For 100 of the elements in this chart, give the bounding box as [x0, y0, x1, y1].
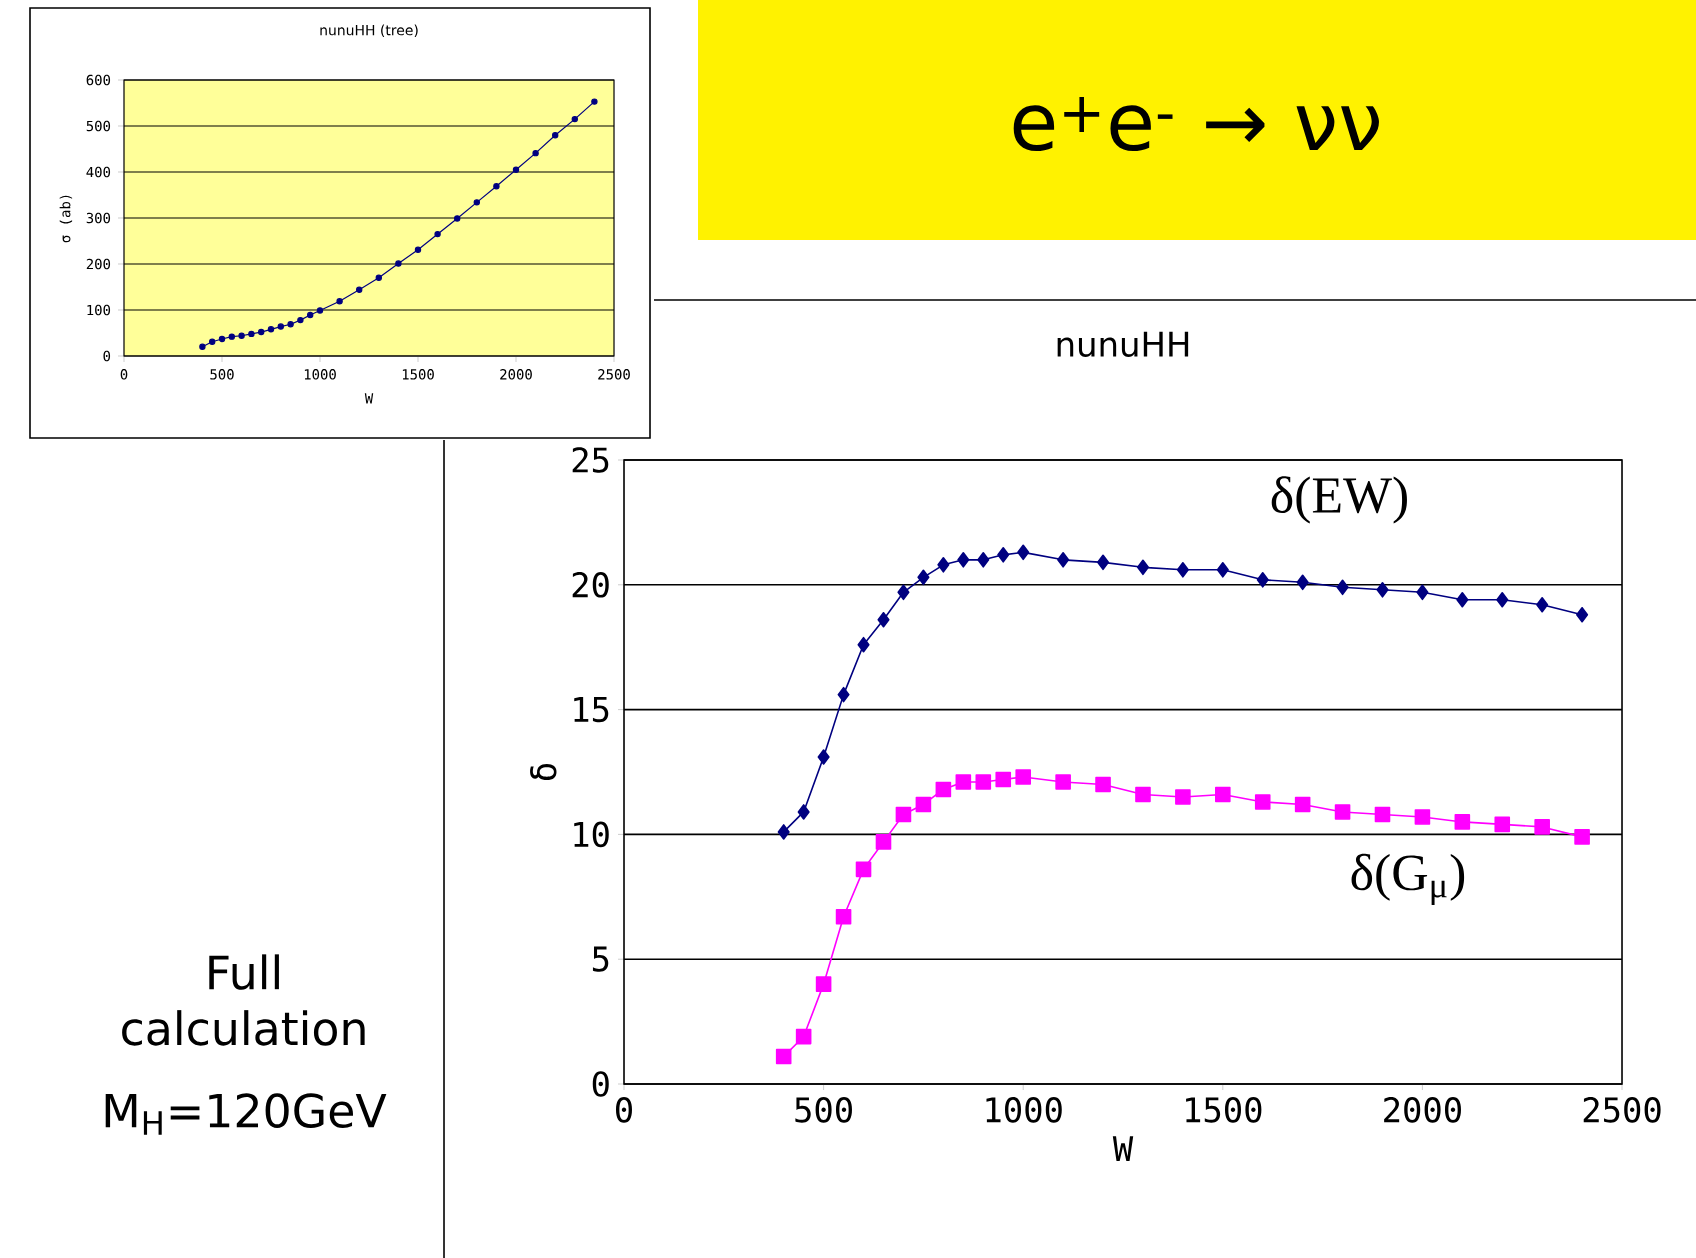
point: [1057, 552, 1070, 568]
point: [1135, 786, 1151, 803]
point: [228, 333, 235, 340]
chart-title: nunuHH: [1057, 331, 1189, 357]
point: [995, 771, 1012, 788]
point: [277, 323, 284, 330]
point: [937, 557, 950, 573]
point: [473, 199, 481, 206]
point: [1416, 584, 1429, 601]
point: [855, 861, 872, 878]
point: [512, 166, 520, 173]
y-tick-label: 25: [572, 447, 609, 473]
x-tick-label: 2500: [1583, 1097, 1661, 1123]
point: [1496, 591, 1509, 608]
point: [571, 115, 579, 123]
point: [1454, 814, 1471, 830]
point: [1576, 606, 1589, 623]
point: [1254, 794, 1271, 810]
point: [877, 611, 890, 628]
point: [977, 552, 990, 568]
point: [267, 326, 275, 333]
text: M$_{H}$=120GeV: [105, 1093, 387, 1135]
point: [875, 834, 892, 850]
y-tick-label: 10: [574, 821, 609, 848]
point: [897, 584, 910, 601]
point: [1336, 579, 1349, 596]
point: [1017, 544, 1030, 561]
series-label: δ(EW): [1271, 476, 1407, 524]
point: [454, 215, 461, 222]
point: [857, 636, 870, 653]
x-tick-label: 1000: [986, 1097, 1062, 1123]
point: [795, 1028, 812, 1045]
point: [287, 321, 294, 328]
point: [1136, 559, 1150, 576]
point: [434, 230, 441, 238]
point: [837, 686, 850, 703]
x-tick-label: 500: [795, 1097, 852, 1123]
text: Full calculation: [122, 954, 365, 1046]
point: [1534, 819, 1550, 835]
x-tick-label: 1500: [1186, 1097, 1262, 1123]
point: [1175, 789, 1191, 805]
point: [493, 183, 500, 190]
point: [209, 338, 216, 345]
point: [414, 246, 422, 253]
point: [1536, 596, 1549, 613]
point: [199, 343, 206, 350]
point: [307, 311, 314, 319]
point: [817, 749, 830, 765]
point: [218, 335, 226, 343]
y-tick-label: 15: [574, 697, 609, 723]
point: [591, 98, 598, 105]
point: [1334, 804, 1351, 820]
point: [1215, 786, 1231, 803]
point: [955, 774, 972, 790]
point: [777, 824, 790, 840]
y-tick-label: 20: [572, 571, 609, 598]
point: [1296, 574, 1309, 591]
series-label: δ(G$_{μ}$): [1351, 853, 1465, 906]
point: [957, 552, 970, 568]
point: [1095, 776, 1111, 793]
point: [1494, 816, 1511, 833]
y-axis-title: δ: [530, 764, 557, 780]
x-tick-label: 0: [616, 1097, 632, 1123]
point: [375, 274, 383, 281]
point: [975, 774, 992, 790]
point: [1176, 562, 1189, 578]
point: [1414, 809, 1431, 825]
point: [316, 307, 324, 314]
point: [1294, 796, 1311, 813]
point: [1574, 829, 1590, 845]
point: [1256, 572, 1269, 588]
text: e$^{+}$e$^{-}$ → νν: [1013, 96, 1379, 152]
point: [1015, 769, 1032, 785]
point: [336, 298, 343, 305]
point: [797, 804, 810, 820]
point: [238, 332, 245, 339]
point: [775, 1048, 792, 1065]
point: [356, 286, 363, 293]
point: [532, 149, 539, 157]
point: [915, 796, 932, 813]
point: [835, 908, 852, 925]
point: [895, 806, 912, 823]
point: [258, 328, 265, 336]
point: [997, 547, 1010, 563]
point: [552, 132, 559, 139]
point: [395, 260, 402, 267]
point: [815, 976, 832, 992]
point: [917, 569, 930, 586]
x-axis-title: W: [1112, 1136, 1134, 1162]
point: [1456, 591, 1469, 608]
point: [1216, 562, 1229, 578]
point: [297, 316, 304, 324]
point: [1055, 774, 1071, 790]
point: [1097, 554, 1110, 571]
y-tick-label: 5: [592, 946, 609, 972]
point: [1376, 581, 1389, 598]
x-tick-label: 2000: [1384, 1097, 1461, 1123]
point: [935, 781, 952, 798]
point: [248, 330, 255, 338]
point: [1374, 806, 1391, 823]
